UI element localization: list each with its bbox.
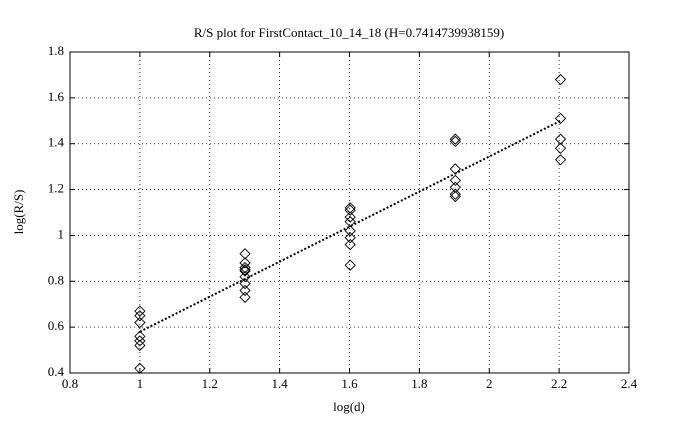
point [344, 211, 356, 223]
y-tick-label: 1.2 [48, 181, 64, 196]
point [449, 188, 461, 200]
point [449, 174, 461, 187]
x-tick-label: 2.4 [621, 376, 638, 391]
point [239, 291, 251, 303]
point [239, 277, 251, 290]
y-tick-label: 0.8 [48, 272, 64, 287]
x-tick-label: 1.4 [272, 376, 289, 391]
point [239, 265, 251, 277]
point [134, 310, 146, 322]
point [134, 362, 146, 375]
point [344, 232, 356, 244]
y-tick-label: 0.6 [48, 318, 65, 333]
point [554, 142, 567, 154]
y-tick-label: 1.6 [48, 89, 65, 104]
point [134, 305, 146, 317]
y-axis-label: log(R/S) [11, 190, 26, 235]
point [134, 316, 146, 329]
point [239, 257, 251, 269]
chart-title: R/S plot for FirstContact_10_14_18 (H=0.… [194, 25, 504, 40]
x-axis-label: log(d) [333, 399, 365, 414]
x-tick-label: 2 [486, 376, 493, 391]
point [449, 135, 461, 148]
y-tick-label: 0.4 [48, 364, 65, 379]
x-tick-label: 1.6 [341, 376, 358, 391]
point [554, 73, 567, 86]
point [554, 154, 567, 166]
point [239, 271, 251, 283]
point [344, 225, 356, 237]
y-tick-label: 1 [58, 226, 65, 241]
point [344, 238, 356, 251]
point [449, 133, 461, 145]
point [554, 133, 567, 145]
point [134, 335, 146, 347]
point [239, 248, 251, 260]
plot-frame [69, 51, 630, 374]
point [344, 204, 356, 216]
y-tick-label: 1.4 [48, 135, 65, 150]
point [239, 261, 251, 274]
point [554, 112, 567, 125]
x-tick-label: 1.2 [202, 376, 218, 391]
point [239, 264, 251, 276]
point [344, 216, 356, 228]
point [344, 259, 356, 271]
fit-line [139, 119, 561, 333]
x-tick-label: 2.2 [551, 376, 567, 391]
point [449, 190, 461, 203]
point [449, 181, 461, 193]
point [344, 202, 356, 214]
x-tick-label: 1 [137, 376, 144, 391]
point [134, 339, 146, 352]
point [134, 330, 146, 342]
point [239, 284, 251, 297]
x-tick-label: 1.8 [411, 376, 427, 391]
y-tick-label: 1.8 [48, 43, 64, 58]
x-tick-label: 0.8 [62, 376, 78, 391]
